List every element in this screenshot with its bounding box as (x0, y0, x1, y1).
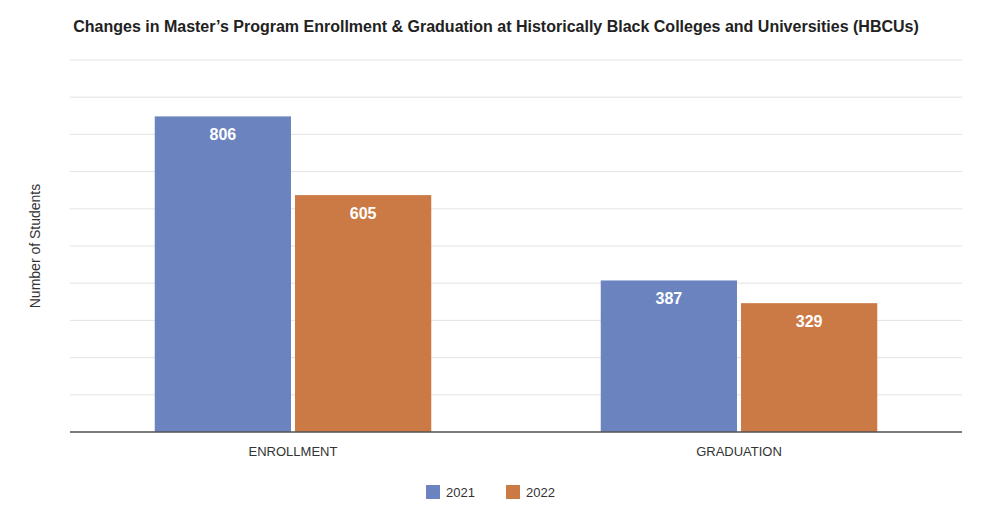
x-tick-label: ENROLLMENT (249, 444, 338, 459)
grid-line (70, 97, 962, 98)
grid (70, 60, 962, 432)
legend: 2021 2022 (426, 485, 555, 500)
chart-container: Changes in Master’s Program Enrollment &… (0, 0, 992, 532)
bar (155, 116, 291, 432)
grid-line (70, 432, 962, 433)
data-label: 387 (656, 290, 683, 307)
x-axis-line (70, 431, 962, 433)
data-label: 605 (350, 205, 377, 222)
legend-swatch (426, 485, 440, 499)
bars (155, 116, 878, 432)
legend-label: 2022 (526, 485, 555, 500)
grid-line (70, 60, 962, 61)
bar (601, 280, 737, 432)
bar (741, 303, 877, 432)
legend-label: 2021 (446, 485, 475, 500)
data-label: 329 (796, 313, 823, 330)
y-axis-label: Number of Students (27, 184, 43, 309)
x-tick-label: GRADUATION (696, 444, 782, 459)
bar (295, 195, 431, 432)
data-labels: 806 605 387 329 (210, 126, 823, 330)
data-label: 806 (210, 126, 237, 143)
chart-title: Changes in Master’s Program Enrollment &… (73, 18, 919, 35)
legend-swatch (506, 485, 520, 499)
chart-svg: Changes in Master’s Program Enrollment &… (0, 0, 992, 532)
